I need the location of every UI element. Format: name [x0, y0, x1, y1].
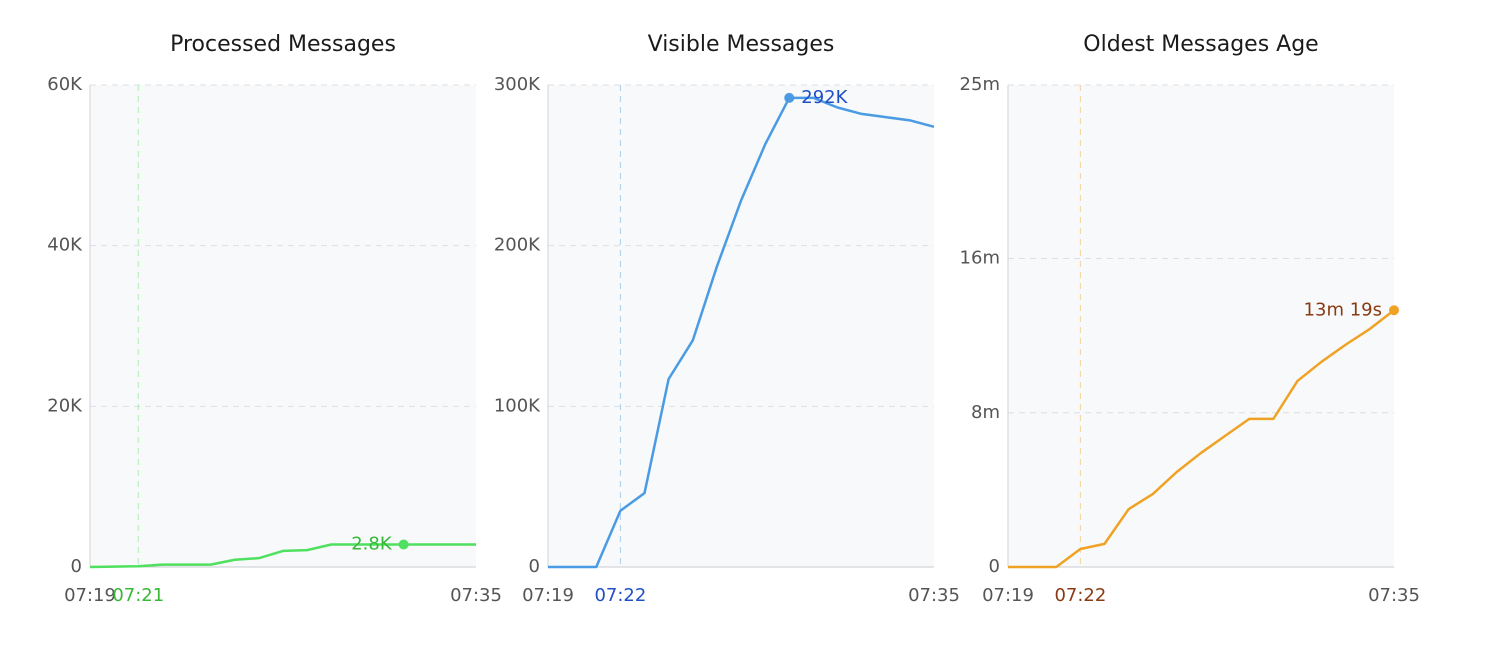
chart-title: Processed Messages	[170, 32, 396, 57]
x-tick-label: 07:35	[908, 585, 960, 606]
series-line	[89, 543, 476, 569]
y-tick-label: 40K	[47, 235, 83, 256]
point-marker	[398, 539, 409, 550]
y-tick-label: 200K	[494, 235, 541, 256]
point-marker	[1389, 305, 1399, 316]
y-tick-label: 0	[529, 556, 540, 577]
plot-area	[90, 85, 476, 567]
value-label: 292K	[801, 87, 848, 108]
y-tick-label: 100K	[494, 395, 541, 416]
chart-title: Visible Messages	[648, 32, 835, 57]
series-line	[1008, 309, 1395, 569]
x-tick-label: 07:19	[982, 585, 1034, 606]
chart-title: Oldest Messages Age	[1083, 32, 1318, 57]
highlight-label: 07:21	[112, 585, 164, 606]
y-tick-label: 25m	[960, 74, 1000, 95]
plot-area	[548, 85, 934, 567]
y-tick-label: 0	[71, 556, 82, 577]
x-tick-label: 07:19	[522, 585, 574, 606]
highlight-label: 07:22	[594, 585, 646, 606]
y-tick-label: 20K	[47, 395, 83, 416]
value-label: 2.8K	[351, 534, 393, 555]
y-tick-label: 60K	[47, 74, 83, 95]
x-tick-label: 07:19	[64, 585, 116, 606]
x-tick-label: 07:35	[450, 585, 502, 606]
plot-area	[1008, 85, 1394, 567]
x-tick-label: 07:35	[1368, 585, 1420, 606]
highlight-label: 07:22	[1054, 585, 1106, 606]
y-tick-label: 16m	[960, 248, 1000, 269]
point-marker	[784, 92, 795, 103]
y-tick-label: 0	[989, 556, 1000, 577]
y-tick-label: 8m	[971, 402, 1000, 423]
y-tick-label: 300K	[494, 74, 541, 95]
series-line	[548, 96, 935, 569]
value-label: 13m 19s	[1304, 299, 1382, 320]
